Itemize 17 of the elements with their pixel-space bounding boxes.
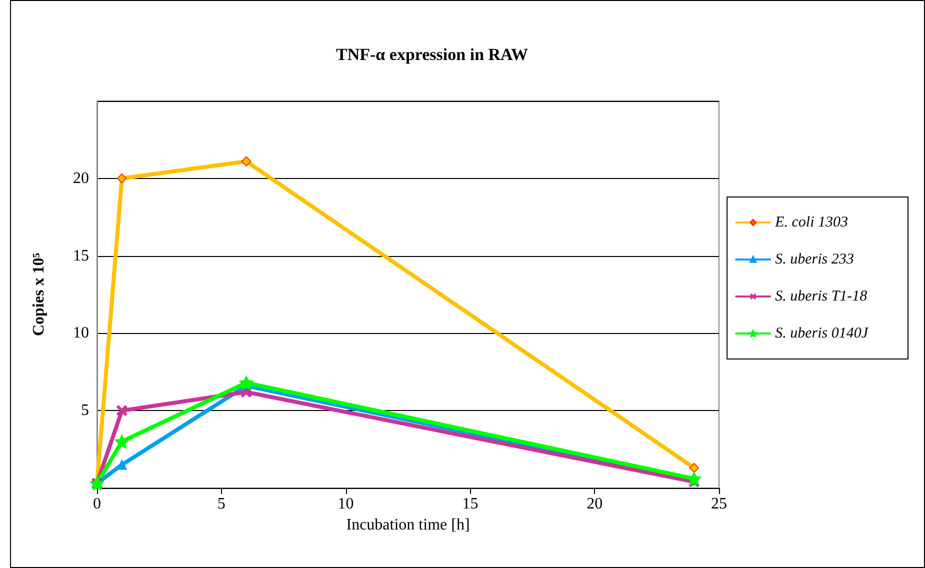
legend-label: S. uberis T1-18 xyxy=(775,288,868,304)
x-tick-label: 25 xyxy=(711,496,727,512)
y-tick-label: 10 xyxy=(73,324,89,342)
chart-title: TNF-α expression in RAW xyxy=(336,45,528,64)
x-tick-label: 10 xyxy=(338,496,354,512)
x-tick-label: 0 xyxy=(93,496,101,512)
y-tick-label: 5 xyxy=(81,402,89,420)
y-tick-label: 20 xyxy=(73,170,89,187)
legend-label: S. uberis 233 xyxy=(775,252,854,268)
x-tick-label: 5 xyxy=(217,496,226,512)
legend-label: E. coli 1303 xyxy=(774,214,848,230)
x-tick-label: 20 xyxy=(586,496,603,512)
y-axis-title: Copies x 10⁵ xyxy=(30,252,48,336)
y-tick-label: 15 xyxy=(73,247,89,264)
x-axis-title: Incubation time [h] xyxy=(346,516,470,534)
x-tick-label: 15 xyxy=(462,496,478,512)
legend-label: S. uberis 0140J xyxy=(775,326,870,342)
